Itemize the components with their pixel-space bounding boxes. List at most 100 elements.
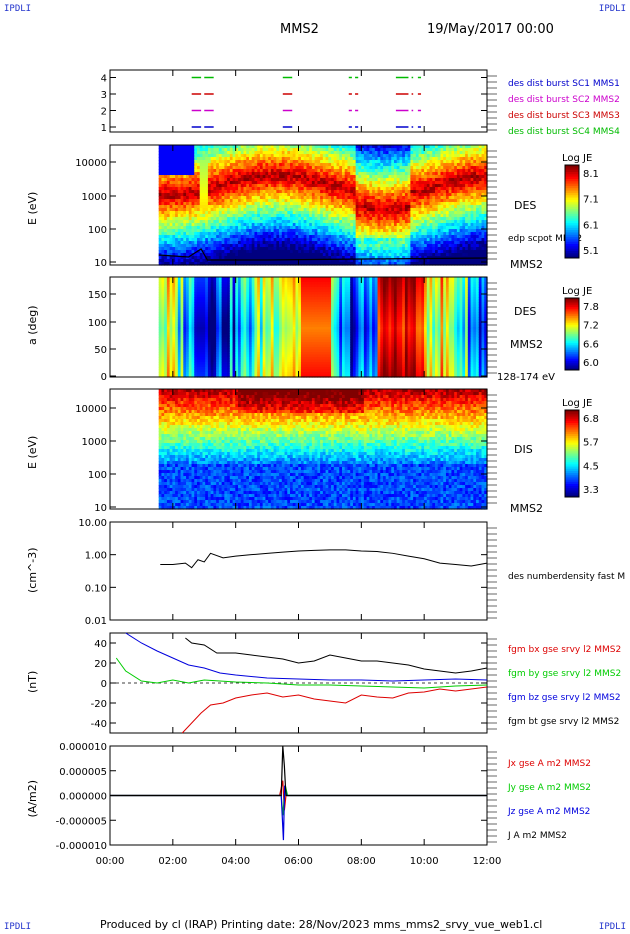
heatmap-cell [161,244,165,248]
heatmap-cell [158,220,163,224]
heatmap-cell [158,205,163,209]
heatmap-cell [164,211,168,215]
heatmap-cell [158,148,163,152]
heatmap-cell [164,169,168,173]
heatmap-cell [166,157,171,161]
heatmap-cell [166,184,171,188]
corner-label-top-left: IPDLI [4,4,31,14]
heatmap-cell [158,244,163,248]
heatmap-cell [164,241,168,245]
heatmap-cell [164,154,168,158]
heatmap-cell [164,238,168,242]
heatmap-cell [164,184,168,188]
heatmap-cell [164,247,168,251]
burst-legend-entry: des dist burst SC3 MMS3 [508,111,620,121]
heatmap-cell [158,154,163,158]
heatmap-cell [158,187,163,191]
heatmap-cell [161,184,165,188]
heatmap-cell [161,217,165,221]
heatmap-cell [164,172,168,176]
heatmap-cell [158,199,163,203]
burst-legend-entry: des dist burst SC2 MMS2 [508,95,620,105]
heatmap-cell [158,166,163,170]
heatmap-cell [158,229,163,233]
heatmap-cell [161,205,165,209]
heatmap-cell [158,151,163,155]
heatmap-cell [166,169,171,173]
heatmap-cell [161,202,165,206]
y-tick-label: 1 [101,123,107,134]
heatmap-cell [161,238,165,242]
colorbar-tick-label: 6.1 [583,220,599,231]
des-energy-ylabel: E (eV) [26,192,39,225]
heatmap-cell [158,157,163,161]
des-energy-spectrogram [158,145,488,266]
heatmap-cell [164,166,168,170]
heatmap-cell [161,250,165,254]
heatmap-cell [161,160,165,164]
heatmap-cell [161,211,165,215]
y-tick-label: 10000 [75,158,107,169]
heatmap-cell [158,262,163,266]
heatmap-cell [164,235,168,239]
heatmap-cell [161,166,165,170]
heatmap-cell [161,241,165,245]
heatmap-cell [158,169,163,173]
colorbar-tick-label: 7.1 [583,195,599,206]
colorbar-tick-label: 8.1 [583,169,599,180]
y-tick-label: 2 [101,107,107,118]
heatmap-cell [158,217,163,221]
heatmap-cell [161,226,165,230]
heatmap-cell [158,163,163,167]
heatmap-cell [158,235,163,239]
heatmap-cell [166,148,171,152]
heatmap-cell [166,196,171,200]
des-energy-colorbar [565,165,579,259]
heatmap-cell [166,193,171,197]
y-tick-label: 10 [94,258,107,269]
heatmap-cell [158,202,163,206]
heatmap-cell [164,220,168,224]
heatmap-cell [164,196,168,200]
y-tick-label: 4 [101,74,107,85]
y-tick-label: 3 [101,90,107,101]
burst-legend-entry: des dist burst SC1 MMS1 [508,79,620,89]
heatmap-cell [161,223,165,227]
burst-panel-frame [109,69,488,133]
heatmap-cell [164,163,168,167]
date-title: 19/May/2017 00:00 [427,22,554,37]
heatmap-cell [164,148,168,152]
heatmap-cell [158,181,163,185]
heatmap-cell [161,187,165,191]
heatmap-cell [161,181,165,185]
heatmap-cell [164,178,168,182]
heatmap-cell [158,190,163,194]
heatmap-cell [164,229,168,233]
heatmap-cell [158,247,163,251]
heatmap-cell [158,184,163,188]
heatmap-cell [164,187,168,191]
heatmap-cell [161,247,165,251]
heatmap-cell [166,160,171,164]
heatmap-cell [158,196,163,200]
heatmap-cell [158,238,163,242]
heatmap-cell [158,145,163,149]
heatmap-cell [158,178,163,182]
corner-label-bottom-left: IPDLI [4,922,31,932]
heatmap-cell [161,151,165,155]
heatmap-cell [161,220,165,224]
heatmap-cell [166,172,171,176]
heatmap-cell [166,178,171,182]
heatmap-cell [164,151,168,155]
heatmap-cell [161,262,165,266]
heatmap-cell [164,160,168,164]
heatmap-cell [161,172,165,176]
heatmap-cell [161,157,165,161]
heatmap-cell [161,145,165,149]
heatmap-cell [164,175,168,179]
heatmap-cell [161,208,165,212]
heatmap-cell [158,211,163,215]
heatmap-cell [166,175,171,179]
heatmap-cell [164,262,168,266]
